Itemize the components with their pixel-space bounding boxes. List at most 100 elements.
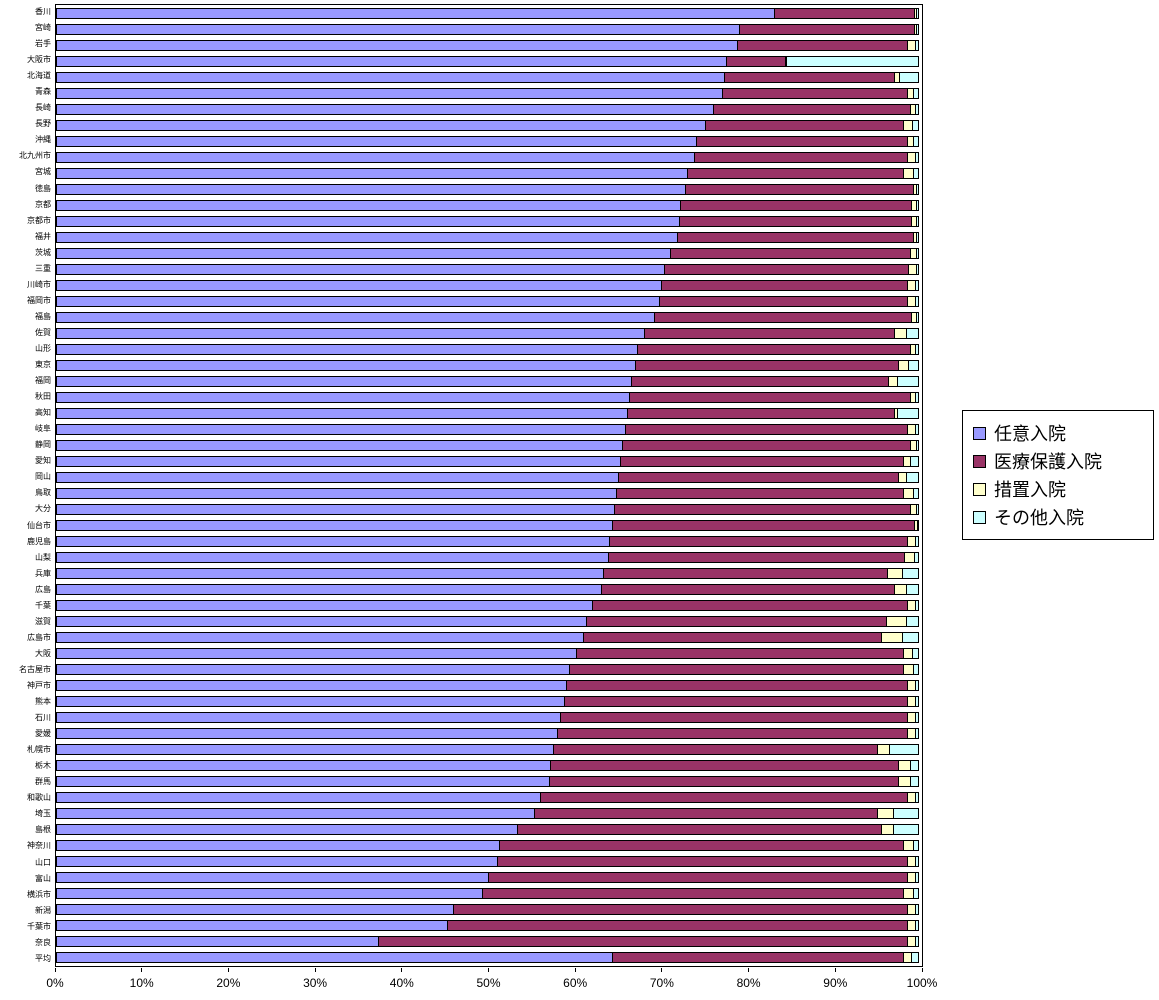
bar-segment-other-admission xyxy=(912,487,919,499)
category-label: 滋賀 xyxy=(35,616,51,626)
stacked-bar xyxy=(56,215,922,227)
stacked-bar xyxy=(56,904,922,916)
bar-segment-medical-protection-admission xyxy=(611,952,904,964)
bar-segment-other-admission xyxy=(912,167,919,179)
bar-row xyxy=(56,389,922,405)
bar-row xyxy=(56,469,922,485)
legend-swatch xyxy=(973,426,986,440)
legend-swatch xyxy=(973,482,986,496)
category-label: 平均 xyxy=(35,953,51,963)
stacked-bar xyxy=(56,183,922,195)
bar-segment-medical-protection-admission xyxy=(550,760,900,772)
x-axis-tick-label: 50% xyxy=(476,976,501,990)
stacked-bar xyxy=(56,808,922,820)
category-label: 神戸市 xyxy=(27,680,51,690)
bar-segment-medical-protection-admission xyxy=(488,872,908,884)
bar-segment-voluntary-admission xyxy=(56,904,455,916)
bar-row xyxy=(56,37,922,53)
bar-segment-other-admission xyxy=(910,455,919,467)
bar-segment-other-admission xyxy=(914,103,919,115)
category-label: 群馬 xyxy=(35,777,51,787)
bar-row xyxy=(56,726,922,742)
stacked-bar xyxy=(56,760,922,772)
bar-row xyxy=(56,534,922,550)
category-label: 香川 xyxy=(35,7,51,17)
bar-segment-voluntary-admission xyxy=(56,87,723,99)
bar-segment-voluntary-admission xyxy=(56,71,725,83)
stacked-bar xyxy=(56,343,922,355)
bar-segment-other-admission xyxy=(914,856,919,868)
bar-row xyxy=(56,870,922,886)
bar-segment-voluntary-admission xyxy=(56,471,619,483)
bar-row xyxy=(56,694,922,710)
category-label: 福井 xyxy=(35,231,51,241)
x-axis-tick-label: 80% xyxy=(736,976,761,990)
category-label: 名古屋市 xyxy=(19,664,51,674)
bar-segment-other-admission xyxy=(914,696,919,708)
bar-segment-medical-protection-admission xyxy=(723,71,895,83)
bar-segment-other-admission xyxy=(899,71,919,83)
bar-segment-voluntary-admission xyxy=(56,23,741,35)
bar-segment-medical-protection-admission xyxy=(626,407,895,419)
bar-segment-other-admission xyxy=(915,263,919,275)
bar-row xyxy=(56,934,922,950)
bar-segment-medical-protection-admission xyxy=(654,311,913,323)
bar-segment-voluntary-admission xyxy=(56,728,559,740)
bar-row xyxy=(56,261,922,277)
category-label: 高知 xyxy=(35,408,51,418)
bar-segment-voluntary-admission xyxy=(56,247,671,259)
bar-segment-other-admission xyxy=(897,407,919,419)
bar-segment-voluntary-admission xyxy=(56,263,665,275)
bar-segment-other-admission xyxy=(907,359,919,371)
stacked-bar xyxy=(56,824,922,836)
bar-segment-medical-protection-admission xyxy=(583,632,883,644)
legend-label: 措置入院 xyxy=(994,480,1066,500)
bar-segment-medical-protection-admission xyxy=(622,439,911,451)
x-axis-tick-label: 40% xyxy=(389,976,414,990)
bar-segment-other-admission xyxy=(915,311,919,323)
bar-row xyxy=(56,662,922,678)
stacked-bar xyxy=(56,584,922,596)
x-axis-tick xyxy=(488,968,489,972)
stacked-bar xyxy=(56,263,922,275)
legend-item: その他入院 xyxy=(973,503,1143,531)
bar-segment-medical-protection-admission xyxy=(624,423,908,435)
bar-segment-voluntary-admission xyxy=(56,359,637,371)
x-axis-tick-label: 70% xyxy=(649,976,674,990)
bar-row xyxy=(56,566,922,582)
bar-segment-medical-protection-admission xyxy=(548,776,900,788)
bar-row xyxy=(56,165,922,181)
bar-segment-medical-protection-admission xyxy=(685,183,915,195)
bar-row xyxy=(56,742,922,758)
bar-segment-voluntary-admission xyxy=(56,407,628,419)
bar-segment-voluntary-admission xyxy=(56,183,687,195)
bar-segment-voluntary-admission xyxy=(56,311,656,323)
y-axis-category-labels: 香川 宮崎 岩手 大阪市 北海道 青森 長崎 長野 沖縄 北九州市 宮城 徳島 京都 京都市 福井 茨城 三重川… xyxy=(2,4,55,967)
bar-row xyxy=(56,646,922,662)
category-label: 青森 xyxy=(35,87,51,97)
bar-segment-other-admission xyxy=(897,375,919,387)
bar-row xyxy=(56,485,922,501)
bar-segment-medical-protection-admission xyxy=(726,55,786,67)
stacked-bar xyxy=(56,872,922,884)
bar-segment-medical-protection-admission xyxy=(773,7,915,19)
bar-segment-voluntary-admission xyxy=(56,824,518,836)
bar-segment-medical-protection-admission xyxy=(721,87,908,99)
bar-segment-other-admission xyxy=(916,23,919,35)
bar-segment-medical-protection-admission xyxy=(676,231,915,243)
bar-segment-medical-protection-admission xyxy=(552,744,878,756)
x-axis: 0% 10% 20% 30% 40% 50% 60% 70% 80% 90% 100% xyxy=(46,968,937,996)
bar-segment-medical-protection-admission xyxy=(378,936,908,948)
stacked-bar xyxy=(56,103,922,115)
bar-row xyxy=(56,918,922,934)
bar-row xyxy=(56,774,922,790)
bar-segment-voluntary-admission xyxy=(56,231,678,243)
bar-segment-voluntary-admission xyxy=(56,680,567,692)
bar-segment-voluntary-admission xyxy=(56,776,550,788)
legend-swatch xyxy=(973,510,986,524)
stacked-bar xyxy=(56,616,922,628)
bar-row xyxy=(56,822,922,838)
bar-segment-voluntary-admission xyxy=(56,55,728,67)
bar-row xyxy=(56,325,922,341)
stacked-bar xyxy=(56,728,922,740)
